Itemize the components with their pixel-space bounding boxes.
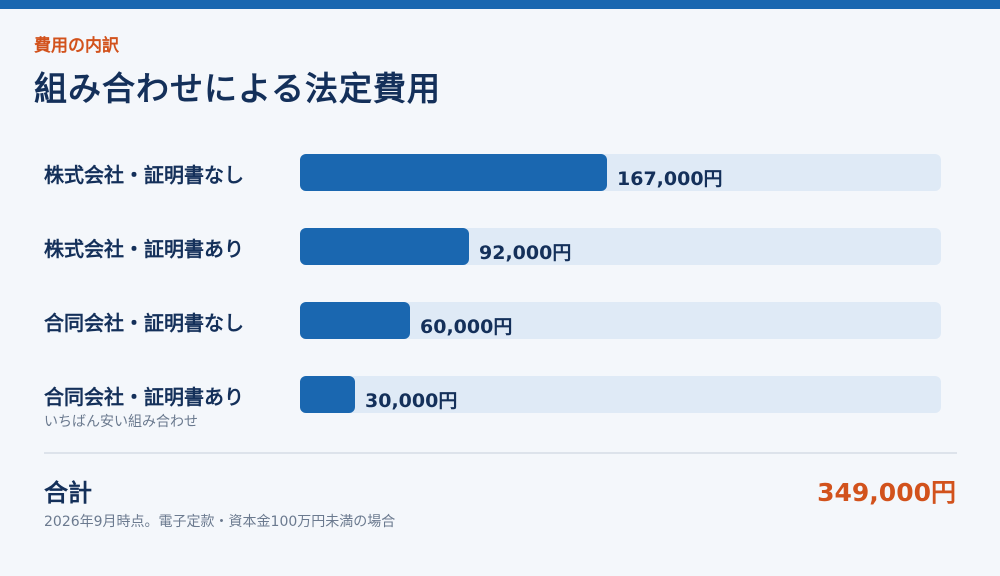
- top-accent-band: [0, 0, 1000, 9]
- category-label: 合同会社・証明書なし: [44, 311, 244, 335]
- category-label: 合同会社・証明書あり: [44, 385, 244, 409]
- bar-value-label: 92,000円: [479, 242, 572, 264]
- total-label: 合計: [44, 479, 92, 507]
- page-title: 組み合わせによる法定費用: [34, 69, 442, 108]
- bar-row: 合同会社・証明書ありいちばん安い組み合わせ 30,000円: [0, 376, 1000, 430]
- bar-annotation: いちばん安い組み合わせ: [44, 414, 198, 430]
- bar-row: 株式会社・証明書あり 92,000円: [0, 228, 1000, 266]
- category-label: 株式会社・証明書なし: [44, 163, 244, 187]
- bar-row: 株式会社・証明書なし 167,000円: [0, 154, 1000, 192]
- bar-value-label: 167,000円: [617, 168, 723, 190]
- bar-value-label: 60,000円: [420, 316, 513, 338]
- total-value: 349,000円: [817, 478, 956, 507]
- bar: [300, 302, 410, 339]
- bar-value-label: 30,000円: [365, 390, 458, 412]
- footnote: 2026年9月時点。電子定款・資本金100万円未満の場合: [44, 514, 396, 530]
- bar-row: 合同会社・証明書なし 60,000円: [0, 302, 1000, 340]
- bar-track: [300, 376, 941, 413]
- bar: [300, 228, 469, 265]
- category-label: 株式会社・証明書あり: [44, 237, 244, 261]
- total-divider: [44, 452, 957, 454]
- bar: [300, 154, 607, 191]
- section-eyebrow: 費用の内訳: [34, 36, 119, 56]
- bar: [300, 376, 355, 413]
